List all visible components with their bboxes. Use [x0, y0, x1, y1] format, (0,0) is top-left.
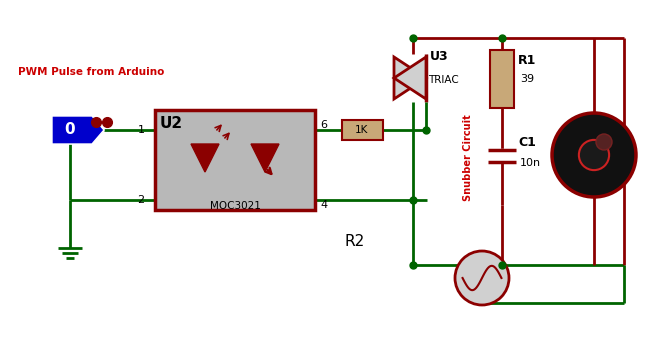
- Circle shape: [579, 140, 609, 170]
- Polygon shape: [251, 144, 279, 172]
- Text: U3: U3: [430, 50, 448, 63]
- Text: 1K: 1K: [355, 125, 369, 135]
- Text: TRIAC: TRIAC: [428, 75, 459, 85]
- Text: R2: R2: [345, 234, 365, 250]
- Text: 10n: 10n: [520, 158, 541, 168]
- Text: 6: 6: [320, 120, 327, 130]
- Polygon shape: [191, 144, 219, 172]
- Text: U2: U2: [160, 116, 183, 131]
- Bar: [490, 50, 514, 108]
- Text: 1: 1: [137, 125, 145, 135]
- Text: R1: R1: [518, 54, 537, 67]
- Polygon shape: [394, 57, 426, 99]
- Text: PWM Pulse from Arduino: PWM Pulse from Arduino: [18, 67, 165, 77]
- Text: 2: 2: [137, 195, 145, 205]
- Circle shape: [455, 251, 509, 305]
- Bar: [342, 120, 383, 140]
- Text: 0: 0: [65, 122, 75, 138]
- Text: 39: 39: [520, 74, 534, 84]
- Text: Snubber Circuit: Snubber Circuit: [463, 115, 473, 201]
- Text: MOC3021: MOC3021: [209, 201, 260, 211]
- Polygon shape: [52, 116, 104, 144]
- Circle shape: [596, 134, 612, 150]
- Text: 4: 4: [320, 200, 327, 210]
- Bar: [155, 110, 315, 210]
- Text: C1: C1: [518, 136, 536, 149]
- Polygon shape: [394, 57, 426, 99]
- Circle shape: [552, 113, 636, 197]
